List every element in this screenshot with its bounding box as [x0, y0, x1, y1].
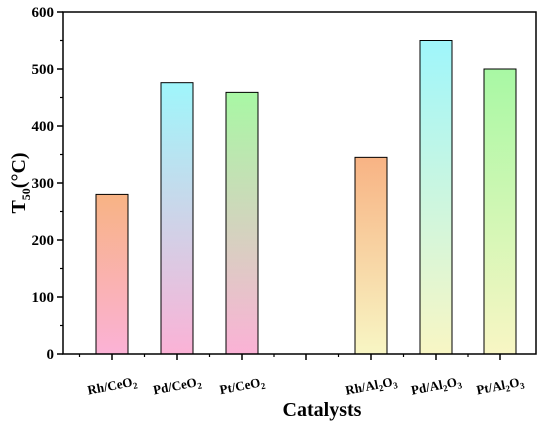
x-tick-label: Rh/CeO2	[86, 373, 139, 399]
x-tick-label: Pt/Al2O3	[475, 373, 526, 399]
x-tick-label: Rh/Al2O3	[344, 373, 399, 400]
y-axis-title: T50(°C)	[8, 152, 33, 213]
y-tick-label: 200	[32, 233, 55, 249]
plot-frame	[62, 11, 537, 355]
bars-layer	[95, 40, 517, 355]
y-tick-label: 300	[32, 176, 55, 192]
x-tick-label: Pd/CeO2	[152, 373, 203, 399]
x-tick-label: Pd/Al2O3	[410, 373, 464, 399]
y-tick-label: 100	[32, 290, 55, 306]
y-axis-title-sub: 50	[19, 188, 33, 200]
y-tick-label: 500	[32, 62, 55, 78]
y-tick-label: 400	[32, 119, 55, 135]
x-tick-label: Pt/CeO2	[218, 374, 267, 399]
axes-layer: 0 100 200 300 400 500 600	[32, 5, 537, 363]
y-axis-title-main: T	[8, 200, 30, 214]
bar-6	[483, 68, 517, 355]
labels-layer: Rh/CeO2 Pd/CeO2 Pt/CeO2 Rh/Al2O3 Pd/Al2O3 Pt/…	[86, 373, 526, 400]
x-axis-title: Catalysts	[283, 399, 362, 421]
bar-3	[225, 91, 259, 355]
bar-1	[95, 193, 129, 355]
bar-5	[419, 40, 453, 355]
y-axis-title-unit: (°C)	[8, 152, 30, 188]
y-tick-label: 600	[32, 5, 55, 21]
y-tick-label: 0	[47, 347, 55, 363]
bar-4	[354, 156, 388, 355]
bar-2	[160, 82, 194, 355]
